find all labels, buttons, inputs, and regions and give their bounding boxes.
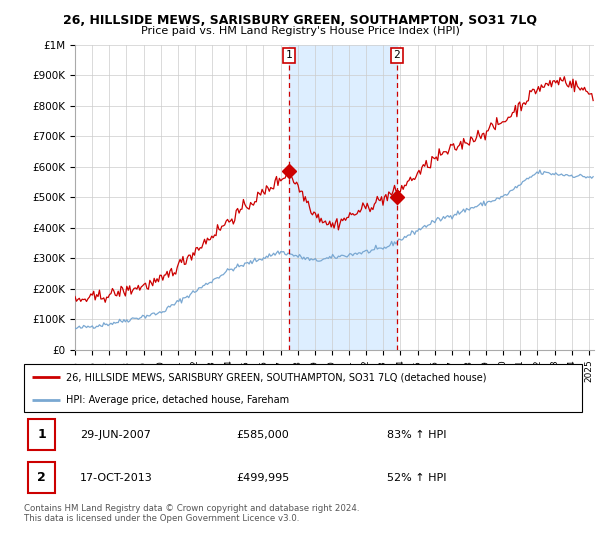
Text: £585,000: £585,000	[236, 430, 289, 440]
Text: 26, HILLSIDE MEWS, SARISBURY GREEN, SOUTHAMPTON, SO31 7LQ (detached house): 26, HILLSIDE MEWS, SARISBURY GREEN, SOUT…	[66, 372, 487, 382]
Bar	[289, 45, 397, 350]
Text: Contains HM Land Registry data © Crown copyright and database right 2024.
This d: Contains HM Land Registry data © Crown c…	[24, 504, 359, 524]
Bar	[28, 419, 55, 450]
Text: 26, HILLSIDE MEWS, SARISBURY GREEN, SOUTHAMPTON, SO31 7LQ: 26, HILLSIDE MEWS, SARISBURY GREEN, SOUT…	[63, 14, 537, 27]
Text: 52% ↑ HPI: 52% ↑ HPI	[387, 473, 446, 483]
Text: 17-OCT-2013: 17-OCT-2013	[80, 473, 152, 483]
Text: £499,995: £499,995	[236, 473, 289, 483]
Text: HPI: Average price, detached house, Fareham: HPI: Average price, detached house, Fare…	[66, 395, 289, 405]
Bar	[28, 463, 55, 493]
Text: 1: 1	[37, 428, 46, 441]
Text: 2: 2	[37, 471, 46, 484]
Text: 83% ↑ HPI: 83% ↑ HPI	[387, 430, 446, 440]
Text: 29-JUN-2007: 29-JUN-2007	[80, 430, 151, 440]
Text: 1: 1	[286, 50, 292, 60]
Text: Price paid vs. HM Land Registry's House Price Index (HPI): Price paid vs. HM Land Registry's House …	[140, 26, 460, 36]
Text: 2: 2	[394, 50, 400, 60]
